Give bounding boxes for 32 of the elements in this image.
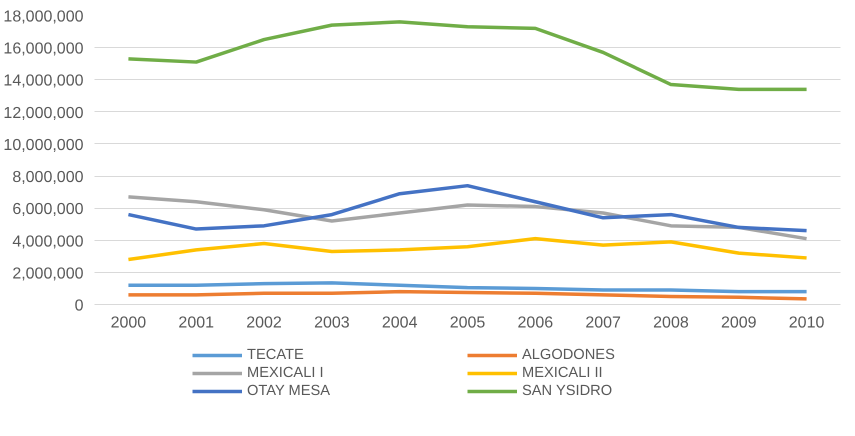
- legend-label: MEXICALI II: [522, 364, 604, 382]
- y-tick-label: 18,000,000: [3, 8, 84, 26]
- y-tick-label: 6,000,000: [12, 201, 84, 218]
- line-series: [126, 20, 808, 92]
- x-tick-label: 2002: [246, 314, 282, 332]
- legend-label: MEXICALI I: [247, 364, 325, 382]
- x-tick-label: 2008: [653, 314, 689, 332]
- y-tick-label: 12,000,000: [3, 104, 84, 122]
- legend-label: OTAY MESA: [247, 382, 332, 400]
- y-tick-label: 16,000,000: [3, 40, 84, 58]
- legend-label: ALGODONES: [522, 346, 616, 364]
- x-tick-label: 2010: [788, 314, 824, 332]
- line-series: [126, 281, 808, 294]
- y-tick-label: 0: [74, 298, 84, 314]
- legend-label: TECATE: [247, 346, 305, 364]
- legend-label: SAN YSIDRO: [522, 382, 614, 400]
- x-tick-label: 2007: [585, 314, 622, 332]
- y-tick-label: 10,000,000: [3, 136, 84, 154]
- line-series: [126, 290, 808, 301]
- x-tick-label: 2009: [720, 314, 757, 332]
- y-tick-label: 8,000,000: [12, 169, 84, 186]
- x-tick-label: 2004: [382, 314, 418, 332]
- y-tick-label: 2,000,000: [12, 265, 84, 282]
- x-tick-label: 2003: [314, 314, 350, 332]
- x-tick-label: 2006: [518, 314, 554, 332]
- x-tick-label: 2005: [450, 314, 486, 332]
- x-tick-label: 2000: [110, 314, 146, 332]
- y-tick-label: 4,000,000: [12, 233, 84, 250]
- line-series: [126, 236, 808, 262]
- y-tick-label: 14,000,000: [3, 72, 84, 90]
- line-series: [126, 184, 808, 232]
- x-tick-label: 2001: [178, 314, 214, 332]
